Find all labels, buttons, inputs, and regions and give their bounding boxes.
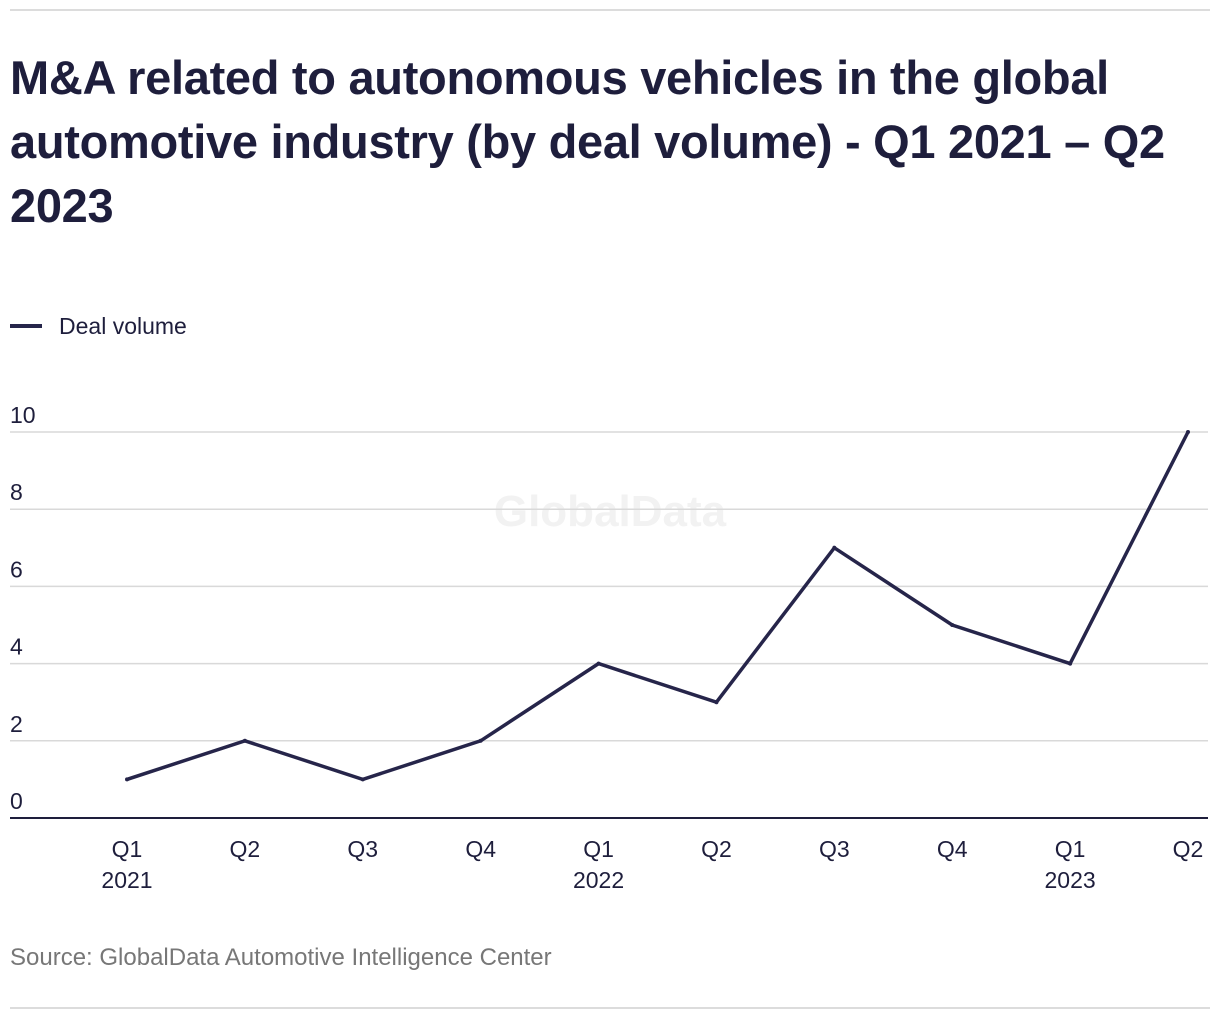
y-tick-label-4: 4 xyxy=(10,634,23,660)
series-line-deal-volume xyxy=(126,431,1190,782)
data-point-1 xyxy=(242,738,247,743)
x-tick-label-8: Q1 xyxy=(1055,836,1086,862)
y-tick-label-8: 8 xyxy=(10,479,23,505)
data-point-0 xyxy=(125,777,129,782)
x-tick-label-7: Q4 xyxy=(937,836,968,862)
source-note: Source: GlobalData Automotive Intelligen… xyxy=(10,944,552,971)
data-point-5 xyxy=(714,700,719,705)
y-tick-label-10: 10 xyxy=(10,402,36,428)
legend-line-swatch xyxy=(10,324,42,328)
x-tick-label-2: Q3 xyxy=(347,836,378,862)
x-axis-ticks: Q1 2021 Q2 Q3 Q4 Q1 2022 Q2 Q3 Q4 Q1 2023 Q2 xyxy=(101,836,1203,893)
data-point-7 xyxy=(950,623,955,627)
chart-title: M&A related to autonomous vehicles in th… xyxy=(10,51,1165,232)
x-tick-year-2023: 2023 xyxy=(1045,867,1096,893)
x-tick-label-6: Q3 xyxy=(819,836,850,862)
x-tick-label-0: Q1 xyxy=(112,836,143,862)
legend: Deal volume xyxy=(10,310,187,342)
x-tick-year-2022: 2022 xyxy=(573,867,624,893)
x-tick-year-2021: 2021 xyxy=(101,867,152,893)
x-tick-label-1: Q2 xyxy=(230,836,261,862)
watermark-text: GlobalData xyxy=(494,487,727,536)
x-tick-label-5: Q2 xyxy=(701,836,732,862)
x-tick-label-4: Q1 xyxy=(583,836,614,862)
data-point-3 xyxy=(478,738,483,743)
data-point-9 xyxy=(1186,430,1190,434)
gridlines xyxy=(10,431,1208,742)
top-rule xyxy=(10,9,1210,11)
series-deal-volume xyxy=(125,430,1190,782)
y-axis-ticks: 0 2 4 6 8 10 xyxy=(10,402,36,814)
data-point-6 xyxy=(832,545,837,550)
data-point-4 xyxy=(596,661,601,666)
x-tick-label-3: Q4 xyxy=(465,836,496,862)
data-point-8 xyxy=(1068,661,1073,666)
bottom-rule xyxy=(10,1007,1210,1009)
legend-label: Deal volume xyxy=(59,312,187,339)
y-tick-label-6: 6 xyxy=(10,556,23,582)
y-tick-label-0: 0 xyxy=(10,788,23,814)
x-tick-label-9: Q2 xyxy=(1173,836,1204,862)
y-tick-label-2: 2 xyxy=(10,711,23,737)
data-point-2 xyxy=(360,777,365,782)
